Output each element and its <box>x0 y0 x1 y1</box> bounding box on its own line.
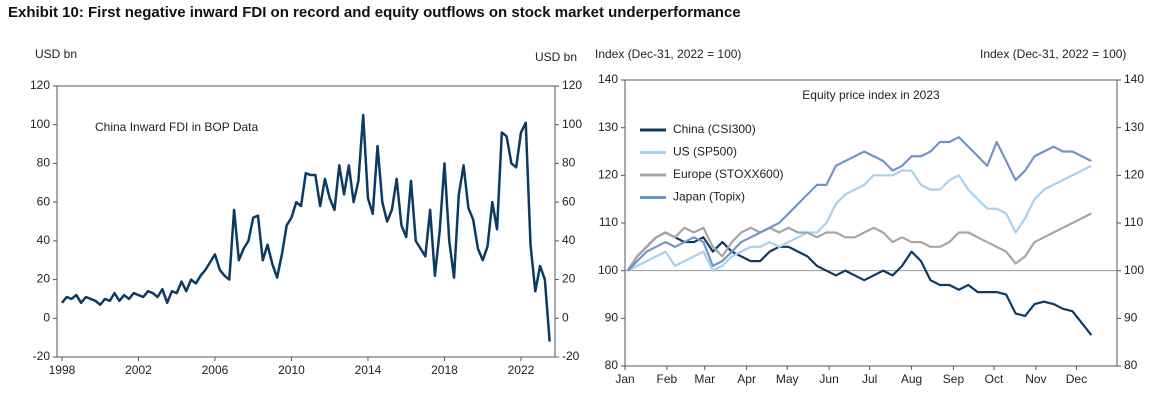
line <box>626 212 1092 272</box>
y2-tick-label: 110 <box>1124 215 1143 229</box>
y2-tick-label: 60 <box>562 194 576 208</box>
x-tick-label: 1998 <box>49 363 76 377</box>
y-tick-label: 100 <box>30 117 50 131</box>
plot-frame <box>56 85 556 358</box>
y-axis-label: Index (Dec-31, 2022 = 100) <box>595 47 741 61</box>
y-tick-label: 80 <box>37 156 51 170</box>
y2-tick-label: 100 <box>1124 263 1144 277</box>
y-tick-label: 60 <box>37 194 51 208</box>
legend-label: China (CSI300) <box>673 122 756 136</box>
y-tick-label: 0 <box>43 310 50 324</box>
y-axis-label: USD bn <box>35 47 77 61</box>
x-tick-label: Mar <box>694 372 715 386</box>
y-tick-label: 80 <box>605 358 619 372</box>
x-tick-label: Jan <box>615 372 634 386</box>
y2-tick-label: 20 <box>562 272 576 286</box>
x-tick-label: Feb <box>657 372 678 386</box>
x-tick-label: Jun <box>819 372 838 386</box>
y-tick-label: 140 <box>598 72 618 86</box>
y2-tick-label: 40 <box>562 233 576 247</box>
y2-tick-label: -20 <box>562 349 580 363</box>
y2-tick-label: 100 <box>562 117 582 131</box>
x-tick-label: Nov <box>1025 372 1046 386</box>
x-tick-label: 2010 <box>278 363 305 377</box>
x-tick-label: 2014 <box>355 363 382 377</box>
x-tick-label: Jul <box>862 372 877 386</box>
y2-tick-label: 120 <box>562 78 582 92</box>
y-tick-label: 110 <box>599 215 618 229</box>
x-tick-label: 2002 <box>125 363 152 377</box>
x-tick-label: Oct <box>985 372 1004 386</box>
y2-axis-label: USD bn <box>535 50 577 64</box>
y2-tick-label: 130 <box>1124 120 1144 134</box>
line <box>626 136 1092 272</box>
x-tick-label: 2018 <box>431 363 458 377</box>
y-tick-label: 90 <box>605 311 619 325</box>
y2-axis-label: Index (Dec-31, 2022 = 100) <box>980 47 1126 61</box>
figure-title: Exhibit 10: First negative inward FDI on… <box>8 4 741 21</box>
annotation: Equity price index in 2023 <box>802 88 940 102</box>
line <box>61 113 551 342</box>
x-tick-label: May <box>776 372 799 386</box>
y-tick-label: -20 <box>33 349 51 363</box>
line <box>626 231 1093 336</box>
y2-tick-label: 80 <box>1124 358 1138 372</box>
x-tick-label: Apr <box>737 372 756 386</box>
y-tick-label: 20 <box>37 272 51 286</box>
x-tick-label: 2006 <box>202 363 229 377</box>
y-tick-label: 120 <box>30 78 50 92</box>
legend-label: US (SP500) <box>673 145 737 159</box>
y-tick-label: 130 <box>598 120 618 134</box>
annotation: China Inward FDI in BOP Data <box>95 120 259 134</box>
y2-tick-label: 140 <box>1124 72 1144 86</box>
x-tick-label: Dec <box>1066 372 1087 386</box>
y-tick-label: 40 <box>37 233 51 247</box>
y2-tick-label: 120 <box>1124 168 1144 182</box>
x-tick-label: 2022 <box>508 363 535 377</box>
y2-tick-label: 0 <box>562 310 569 324</box>
y2-tick-label: 90 <box>1124 311 1138 325</box>
x-tick-label: Sep <box>943 372 965 386</box>
y-tick-label: 120 <box>598 168 618 182</box>
line <box>627 164 1092 272</box>
y2-tick-label: 80 <box>562 156 576 170</box>
x-tick-label: Aug <box>901 372 922 386</box>
legend-label: Japan (Topix) <box>673 190 745 204</box>
y-tick-label: 100 <box>598 263 618 277</box>
legend-label: Europe (STOXX600) <box>673 167 784 181</box>
